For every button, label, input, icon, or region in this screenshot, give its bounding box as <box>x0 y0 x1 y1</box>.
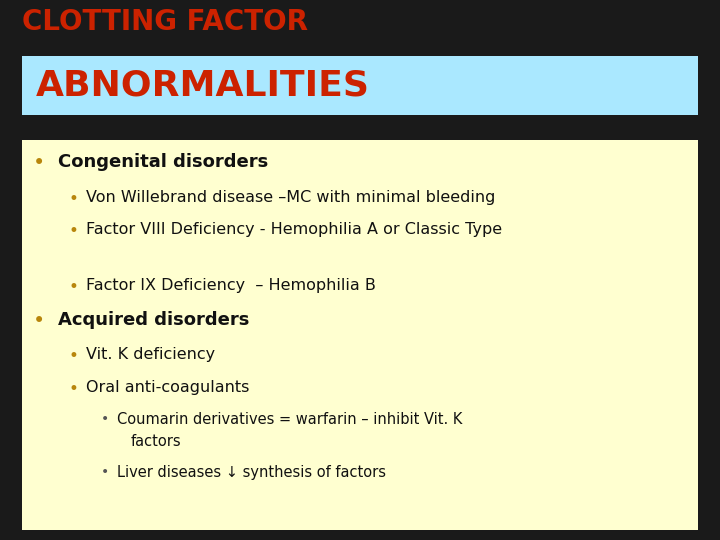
Text: •: • <box>101 465 109 479</box>
Text: Acquired disorders: Acquired disorders <box>58 310 249 329</box>
Text: Factor VIII Deficiency - Hemophilia A or Classic Type: Factor VIII Deficiency - Hemophilia A or… <box>86 222 503 238</box>
Text: Oral anti-coagulants: Oral anti-coagulants <box>86 380 250 395</box>
Text: Factor IX Deficiency  – Hemophilia B: Factor IX Deficiency – Hemophilia B <box>86 278 377 293</box>
Text: •: • <box>101 412 109 426</box>
Text: CLOTTING FACTOR: CLOTTING FACTOR <box>22 9 307 36</box>
Text: •: • <box>68 380 78 398</box>
FancyBboxPatch shape <box>22 140 698 530</box>
Text: •: • <box>32 153 45 173</box>
Text: Vit. K deficiency: Vit. K deficiency <box>86 347 215 362</box>
Text: Von Willebrand disease –MC with minimal bleeding: Von Willebrand disease –MC with minimal … <box>86 190 496 205</box>
Text: Liver diseases ↓ synthesis of factors: Liver diseases ↓ synthesis of factors <box>117 465 386 480</box>
Text: Coumarin derivatives = warfarin – inhibit Vit. K: Coumarin derivatives = warfarin – inhibi… <box>117 412 462 427</box>
Text: factors: factors <box>131 434 181 449</box>
Text: Congenital disorders: Congenital disorders <box>58 153 268 171</box>
FancyBboxPatch shape <box>22 56 698 115</box>
Text: •: • <box>32 310 45 330</box>
Text: ABNORMALITIES: ABNORMALITIES <box>36 69 370 102</box>
Text: •: • <box>68 278 78 296</box>
Text: •: • <box>68 347 78 366</box>
Text: •: • <box>68 190 78 208</box>
Text: •: • <box>68 222 78 240</box>
